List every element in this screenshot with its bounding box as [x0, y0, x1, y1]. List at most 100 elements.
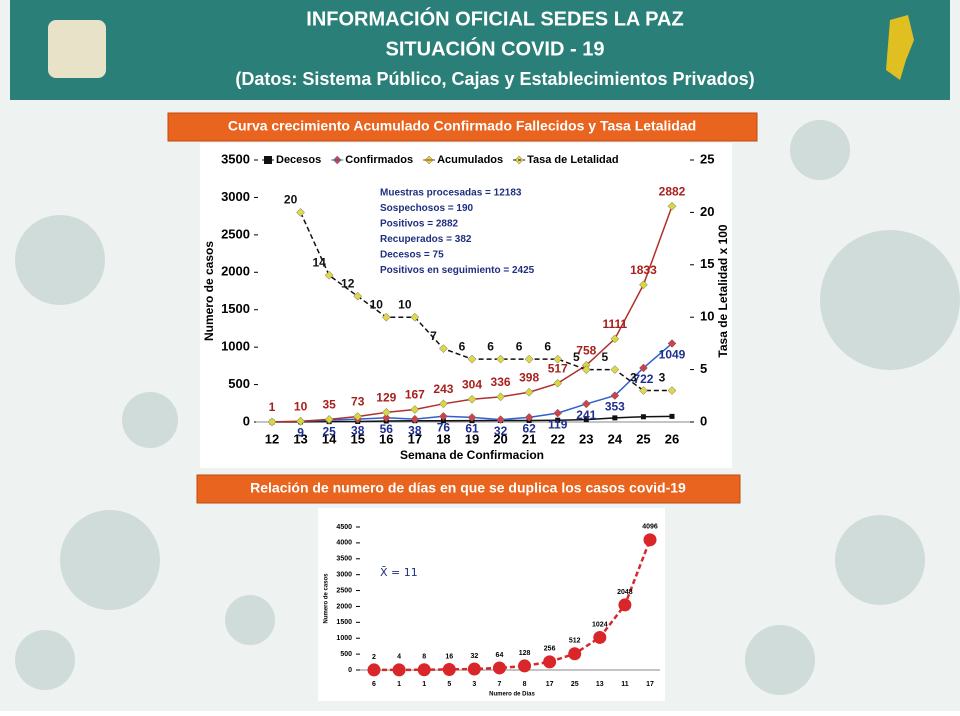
marker	[381, 407, 391, 417]
marker	[610, 334, 620, 344]
header-subtitle: SITUACIÓN COVID - 19	[386, 36, 605, 60]
x-tick-label: 1	[397, 681, 401, 688]
annotation: Recuperados = 382	[380, 234, 472, 245]
marker	[518, 659, 532, 673]
data-label: 758	[576, 343, 596, 357]
data-label: 56	[380, 422, 394, 436]
x-tick-label: 23	[579, 431, 593, 446]
data-label: 64	[496, 652, 504, 659]
data-label: 62	[522, 422, 536, 436]
chart2-title: Relación de numero de días en que se dup…	[250, 480, 686, 496]
marker	[410, 405, 420, 414]
virus-decor	[15, 120, 960, 695]
marker	[392, 663, 406, 677]
x-tick-label: 17	[646, 681, 654, 688]
x-tick-label: 8	[523, 681, 527, 688]
chart1-title: Curva crecimiento Acumulado Confirmado F…	[228, 118, 696, 134]
header-source: (Datos: Sistema Público, Cajas y Estable…	[235, 69, 754, 89]
y2-tick-label: 0	[700, 413, 707, 428]
x-tick-label: 26	[665, 431, 679, 446]
x-tick-label: 15	[350, 431, 364, 446]
x-tick-label: 13	[293, 431, 307, 446]
data-label: 4096	[642, 524, 658, 531]
y-tick-label: 1500	[336, 619, 352, 626]
data-label: 1111	[602, 317, 627, 331]
y-tick-label: 2000	[336, 603, 352, 610]
marker	[553, 354, 563, 364]
data-label: 512	[569, 638, 581, 645]
data-label: 4	[397, 654, 401, 661]
x-tick-label: 19	[465, 431, 479, 446]
data-label: 5	[573, 350, 580, 364]
marker	[639, 363, 648, 373]
marker	[612, 415, 618, 421]
data-label: 1024	[592, 621, 608, 628]
data-label: 14	[312, 255, 326, 269]
marker	[583, 417, 589, 423]
marker	[381, 413, 391, 423]
marker	[581, 365, 591, 374]
data-label: 129	[376, 391, 396, 405]
marker	[553, 408, 563, 418]
x-tick-label: 12	[265, 431, 279, 446]
annotation: Decesos = 75	[380, 250, 444, 261]
y-axis-label: Numero de casos	[324, 573, 330, 624]
annotation: Positivos en seguimiento = 2425	[380, 265, 535, 276]
data-label: 1	[269, 400, 276, 414]
marker	[610, 391, 620, 400]
marker	[439, 399, 448, 409]
x-tick-label: 17	[546, 681, 554, 688]
data-label: 243	[433, 382, 453, 396]
x-tick-label: 5	[447, 681, 451, 688]
data-label: 6	[516, 339, 523, 353]
legend-label: Tasa de Letalidad	[527, 154, 619, 166]
data-label: 119	[548, 417, 568, 431]
marker	[467, 394, 477, 404]
marker	[440, 418, 446, 424]
annotation: X̄ = 11	[380, 566, 418, 579]
x-tick-label: 6	[372, 681, 376, 688]
x-tick-label: 1	[422, 681, 426, 688]
chart1-title-bar	[167, 112, 758, 142]
y2-tick-label: 10	[700, 309, 714, 324]
marker	[496, 392, 505, 402]
data-label: 35	[322, 398, 336, 412]
x-tick-label: 3	[472, 681, 476, 688]
header-band	[10, 0, 950, 100]
data-label: 241	[576, 408, 596, 422]
marker	[555, 417, 561, 423]
marker	[496, 354, 505, 364]
data-label: 6	[459, 339, 466, 353]
data-label: 6	[544, 339, 551, 353]
annotation: Muestras procesadas = 12183	[380, 188, 522, 199]
y2-tick-label: 20	[700, 204, 714, 219]
logo-left	[48, 20, 106, 78]
y-tick-label: 2500	[336, 587, 352, 594]
data-label: 128	[519, 650, 531, 657]
marker	[367, 663, 381, 677]
y-axis-label: Numero de casos	[202, 241, 216, 341]
data-label: 7	[430, 329, 437, 343]
marker	[496, 415, 505, 424]
x-tick-label: 13	[596, 681, 604, 688]
marker	[593, 630, 607, 644]
y-tick-label: 500	[228, 376, 250, 391]
y-tick-label: 2000	[221, 264, 250, 279]
data-label: 6	[487, 339, 494, 353]
data-label: 517	[548, 361, 568, 375]
marker	[439, 411, 448, 421]
data-label: 2	[372, 654, 376, 661]
marker	[467, 354, 477, 364]
annotation: Positivos = 2882	[380, 219, 459, 230]
x-tick-label: 25	[636, 431, 650, 446]
data-label: 398	[519, 370, 539, 384]
data-label: 10	[294, 399, 308, 413]
y-tick-label: 500	[340, 651, 352, 658]
y-tick-label: 0	[243, 413, 250, 428]
data-label: 10	[370, 297, 384, 311]
data-label: 16	[445, 653, 453, 660]
marker	[553, 378, 563, 388]
data-label: 73	[351, 395, 365, 409]
marker	[639, 280, 648, 290]
